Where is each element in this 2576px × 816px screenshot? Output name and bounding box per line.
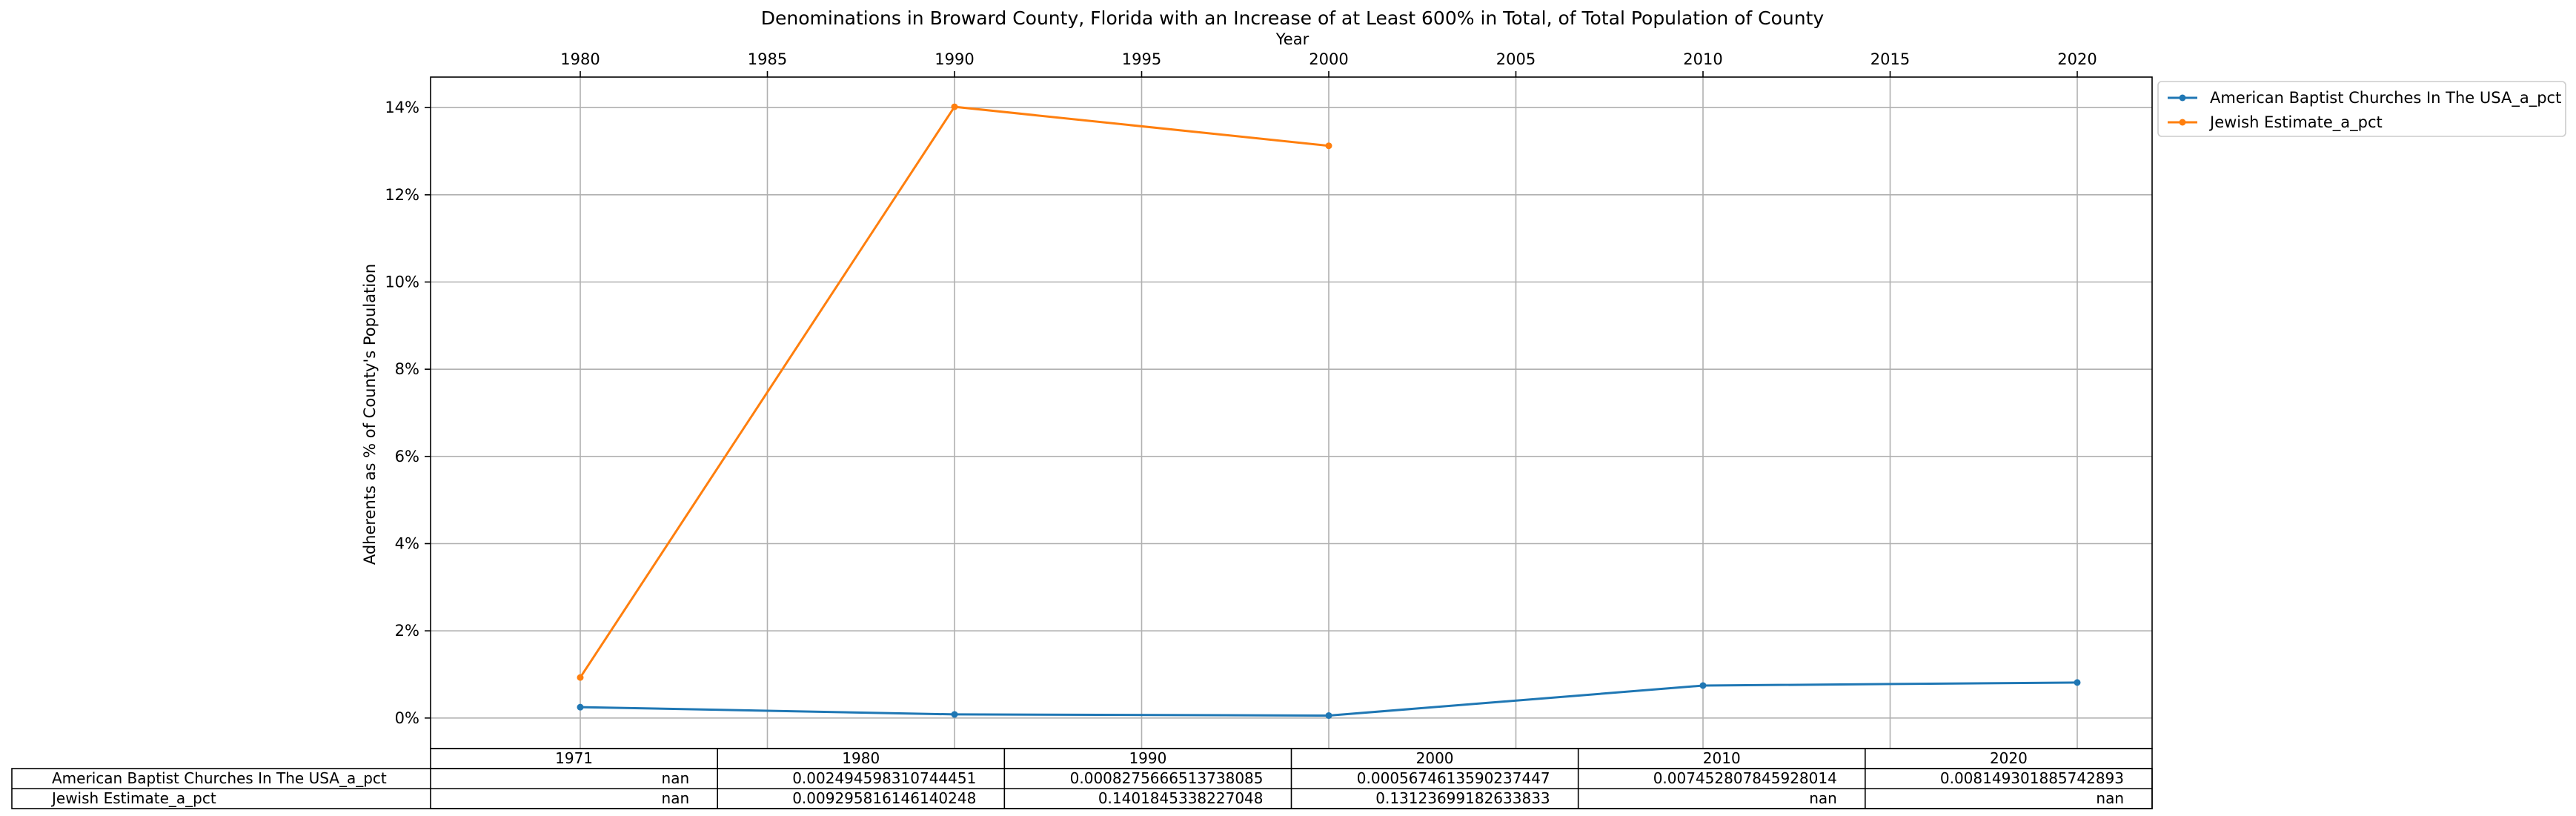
y-tick-label: 12% — [385, 186, 419, 204]
axes: 1980 1985 1990 1995 2000 2005 2010 2015 2020 0% 2%… — [385, 50, 2097, 727]
data-point — [2074, 679, 2081, 686]
table-col-header: 2010 — [1703, 749, 1741, 767]
data-point — [951, 711, 958, 718]
data-point — [1699, 682, 1707, 689]
y-tick-label: 14% — [385, 99, 419, 116]
legend: American Baptist Churches In The USA_a_p… — [2157, 81, 2566, 137]
table-cell: nan — [2096, 789, 2124, 807]
table-row-label: Jewish Estimate_a_pct — [50, 789, 216, 807]
table-cell: 0.008149301885742893 — [1940, 769, 2124, 787]
table-col-header: 2000 — [1416, 749, 1454, 767]
grid-lines — [431, 77, 2152, 749]
y-axis-label: Adherents as % of County's Population — [361, 264, 379, 565]
table-cell: 0.007452807845928014 — [1653, 769, 1837, 787]
table-col-header: 1971 — [555, 749, 593, 767]
data-point — [577, 703, 584, 711]
table-row-label: American Baptist Churches In The USA_a_p… — [52, 769, 387, 787]
data-point — [577, 674, 584, 681]
legend-marker — [2179, 94, 2186, 102]
x-tick-label: 2005 — [1496, 50, 1536, 68]
data-point — [1325, 142, 1332, 150]
x-tick-label: 2000 — [1309, 50, 1348, 68]
table-cell: 0.009295816146140248 — [792, 789, 976, 807]
table-cell: 0.1401845338227048 — [1098, 789, 1264, 807]
series-lines — [577, 103, 2081, 719]
y-tick-label: 6% — [395, 448, 419, 465]
data-table: 1971 1980 1990 2000 2010 2020 American Baptist… — [11, 748, 2153, 809]
y-tick-label: 8% — [395, 360, 419, 378]
legend-marker — [2179, 119, 2186, 126]
x-axis-label: Year — [1275, 30, 1309, 48]
table-col-header: 1980 — [842, 749, 880, 767]
y-tick-label: 0% — [395, 709, 419, 727]
table-col-header: 1990 — [1129, 749, 1166, 767]
legend-label: Jewish Estimate_a_pct — [2208, 113, 2383, 132]
table-cell: nan — [1809, 789, 1837, 807]
x-tick-label: 2010 — [1683, 50, 1722, 68]
table-cell: 0.0005674613590237447 — [1357, 769, 1550, 787]
y-tick-label: 4% — [395, 534, 419, 552]
x-tick-label: 1985 — [748, 50, 787, 68]
table-cell: 0.13123699182633833 — [1375, 789, 1550, 807]
y-tick-label: 10% — [385, 273, 419, 291]
legend-box — [2157, 81, 2566, 137]
chart-title: Denominations in Broward County, Florida… — [761, 7, 1825, 29]
table-cell: 0.0008275666513738085 — [1070, 769, 1264, 787]
legend-label: American Baptist Churches In The USA_a_p… — [2210, 89, 2561, 107]
x-tick-label: 2015 — [1870, 50, 1910, 68]
table-cell: nan — [662, 769, 690, 787]
data-point — [951, 103, 958, 110]
table-col-header: 2020 — [1990, 749, 2028, 767]
x-tick-label: 1990 — [935, 50, 974, 68]
plot-frame — [430, 76, 2153, 749]
x-tick-label: 1995 — [1122, 50, 1161, 68]
x-tick-label: 1980 — [560, 50, 600, 68]
y-tick-label: 2% — [395, 622, 419, 640]
x-tick-label: 2020 — [2057, 50, 2097, 68]
table-cell: 0.002494598310744451 — [792, 769, 976, 787]
table-cell: nan — [662, 789, 690, 807]
data-point — [1325, 711, 1332, 719]
